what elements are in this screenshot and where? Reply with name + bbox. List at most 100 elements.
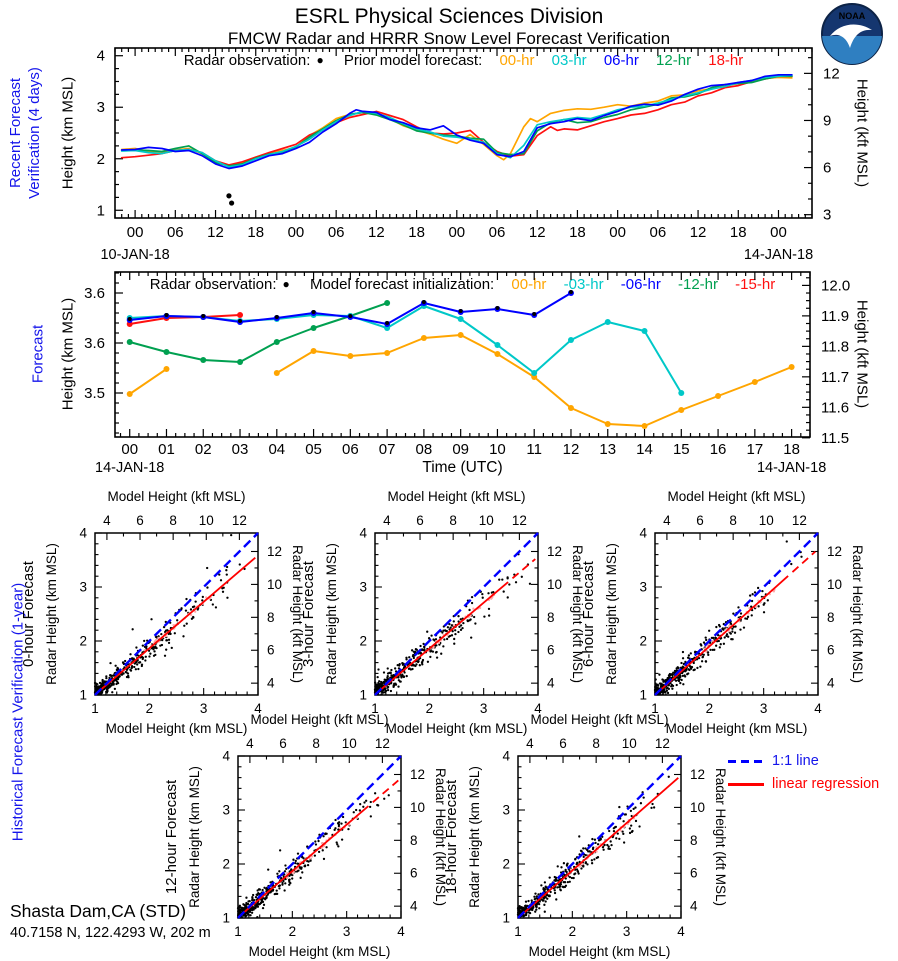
svg-text:10: 10 xyxy=(489,441,506,458)
svg-text:Radar Height (kft MSL): Radar Height (kft MSL) xyxy=(290,545,305,683)
svg-text:Radar Height (km MSL): Radar Height (km MSL) xyxy=(187,766,202,908)
svg-text:1: 1 xyxy=(79,688,87,703)
svg-text:12: 12 xyxy=(512,513,527,528)
svg-text:3.6: 3.6 xyxy=(84,285,105,302)
svg-text:00: 00 xyxy=(770,224,787,241)
svg-text:14-JAN-18: 14-JAN-18 xyxy=(744,247,813,263)
svg-text:10-JAN-18: 10-JAN-18 xyxy=(100,247,169,263)
svg-text:1: 1 xyxy=(91,701,99,716)
svg-text:1: 1 xyxy=(97,202,105,219)
svg-text:8: 8 xyxy=(169,513,177,528)
one-to-one-label: 1:1 line xyxy=(772,753,819,769)
svg-text:2: 2 xyxy=(706,701,714,716)
svg-text:4: 4 xyxy=(254,701,262,716)
svg-text:11.9: 11.9 xyxy=(821,308,849,325)
svg-text:11: 11 xyxy=(526,441,542,458)
svg-text:06: 06 xyxy=(167,224,184,241)
svg-text:Model Height (km MSL): Model Height (km MSL) xyxy=(666,721,808,736)
legend-item-init-12hr: -12-hr xyxy=(677,276,718,293)
svg-text:2: 2 xyxy=(426,701,434,716)
svg-text:Radar Height (kft MSL): Radar Height (kft MSL) xyxy=(433,768,448,906)
svg-text:4: 4 xyxy=(267,676,275,691)
station-coordinates: 40.7158 N, 122.4293 W, 202 m xyxy=(10,925,211,941)
svg-text:4: 4 xyxy=(383,513,391,528)
svg-text:18: 18 xyxy=(730,224,747,241)
svg-text:12: 12 xyxy=(792,513,807,528)
svg-text:1: 1 xyxy=(371,701,379,716)
svg-text:1: 1 xyxy=(514,924,522,939)
legend-item-03hr: 03-hr xyxy=(551,52,587,69)
svg-text:4: 4 xyxy=(410,899,418,914)
page-title: ESRL Physical Sciences Division xyxy=(294,5,604,28)
svg-text:12: 12 xyxy=(207,224,224,241)
svg-text:12: 12 xyxy=(690,767,705,782)
panel2-legend-obs-label: Radar observation: xyxy=(149,276,277,293)
legend-item-00hr: 00-hr xyxy=(499,52,535,69)
scatter-18-hour: 1 1 2 2 3 3 4 4 4 4 6 6 8 8 10 10 12 12 Model Height (kft … xyxy=(443,710,739,961)
svg-text:3: 3 xyxy=(222,803,230,818)
scatter-legend: 1:1 line linear regression xyxy=(728,753,879,799)
svg-text:4: 4 xyxy=(677,924,685,939)
svg-text:14-JAN-18: 14-JAN-18 xyxy=(757,460,826,476)
svg-text:Model Height (km MSL): Model Height (km MSL) xyxy=(106,721,248,736)
recent-verification-plot: 00 06 12 18 00 06 12 18 00 06 12 18 00 06 12 18 00123436… xyxy=(97,47,840,263)
scatter-legend-regression: linear regression xyxy=(728,776,879,792)
legend-item-init-00hr: 00-hr xyxy=(511,276,547,293)
legend-item-init-06hr: -06-hr xyxy=(620,276,661,293)
svg-text:2: 2 xyxy=(502,857,510,872)
svg-text:12: 12 xyxy=(267,544,282,559)
svg-text:17: 17 xyxy=(746,441,763,458)
svg-text:10: 10 xyxy=(479,513,494,528)
svg-text:Radar Height (kft MSL): Radar Height (kft MSL) xyxy=(570,545,585,683)
noaa-logo-text: NOAA xyxy=(839,11,866,21)
svg-text:Model Height (kft MSL): Model Height (kft MSL) xyxy=(667,489,805,504)
svg-text:2: 2 xyxy=(97,151,105,168)
svg-text:13: 13 xyxy=(599,441,616,458)
svg-text:3: 3 xyxy=(760,701,768,716)
svg-text:10: 10 xyxy=(342,736,357,751)
svg-text:4: 4 xyxy=(547,676,555,691)
svg-text:18: 18 xyxy=(247,224,264,241)
svg-text:18-hour Forecast: 18-hour Forecast xyxy=(443,779,460,894)
svg-text:3: 3 xyxy=(359,580,367,595)
svg-text:2: 2 xyxy=(289,924,297,939)
svg-text:12: 12 xyxy=(375,736,390,751)
svg-text:10: 10 xyxy=(267,577,282,592)
radar-observation-dot-icon: ● xyxy=(282,277,290,291)
svg-text:3: 3 xyxy=(480,701,488,716)
svg-text:4: 4 xyxy=(534,701,542,716)
svg-text:11.6: 11.6 xyxy=(821,399,849,416)
svg-text:Radar Height (km MSL): Radar Height (km MSL) xyxy=(44,543,59,685)
svg-text:8: 8 xyxy=(267,610,275,625)
station-name: Shasta Dam,CA (STD) xyxy=(10,901,187,921)
svg-text:00: 00 xyxy=(127,224,144,241)
svg-text:1: 1 xyxy=(639,688,647,703)
svg-text:11.5: 11.5 xyxy=(821,430,849,447)
svg-text:Radar Height (kft MSL): Radar Height (kft MSL) xyxy=(713,768,728,906)
svg-text:12.0: 12.0 xyxy=(821,277,850,294)
legend-item-18hr: 18-hr xyxy=(708,52,744,69)
noaa-logo: NOAA xyxy=(821,3,883,65)
svg-text:Model Height (km MSL): Model Height (km MSL) xyxy=(249,944,391,959)
svg-text:2: 2 xyxy=(222,857,230,872)
svg-text:8: 8 xyxy=(547,610,555,625)
svg-text:3: 3 xyxy=(97,99,105,116)
svg-text:6: 6 xyxy=(827,643,835,658)
legend-item-init-03hr: -03-hr xyxy=(563,276,604,293)
svg-text:Model Height (km MSL): Model Height (km MSL) xyxy=(386,721,528,736)
svg-text:05: 05 xyxy=(305,441,322,458)
forecast-plot: 00 01 02 03 04 05 06 07 08 09 10 11 12 13 14 15 16 17 18 3.… xyxy=(84,271,850,476)
svg-text:8: 8 xyxy=(410,833,418,848)
svg-text:10: 10 xyxy=(622,736,637,751)
svg-text:3: 3 xyxy=(639,580,647,595)
svg-text:6: 6 xyxy=(410,866,418,881)
svg-text:18: 18 xyxy=(408,224,425,241)
svg-text:11.8: 11.8 xyxy=(821,338,849,355)
svg-text:00: 00 xyxy=(121,441,138,458)
svg-text:8: 8 xyxy=(449,513,457,528)
svg-text:06: 06 xyxy=(328,224,345,241)
panel1-side-label: Recent Forecast Verification (4 days) xyxy=(7,67,43,199)
svg-text:14: 14 xyxy=(636,441,653,458)
